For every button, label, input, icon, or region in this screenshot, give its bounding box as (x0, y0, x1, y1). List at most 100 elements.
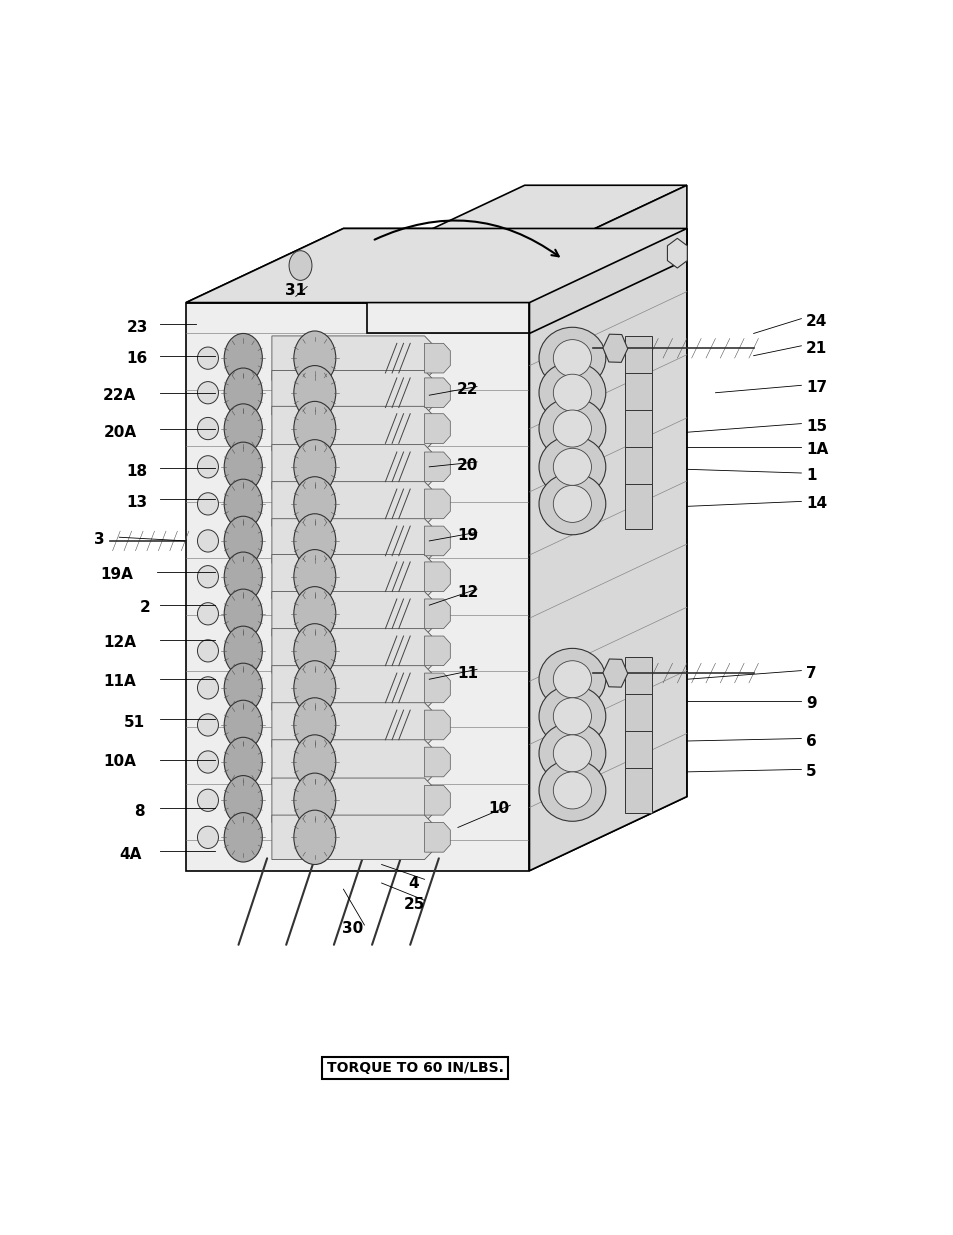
Polygon shape (424, 378, 450, 408)
Polygon shape (424, 673, 450, 703)
Text: 10A: 10A (104, 755, 136, 769)
Polygon shape (272, 815, 434, 860)
Circle shape (294, 366, 335, 420)
Polygon shape (529, 185, 686, 333)
Circle shape (294, 773, 335, 827)
Ellipse shape (553, 772, 591, 809)
Ellipse shape (197, 566, 218, 588)
Circle shape (224, 404, 262, 453)
Circle shape (294, 401, 335, 456)
Ellipse shape (553, 735, 591, 772)
Polygon shape (272, 666, 434, 710)
Ellipse shape (197, 826, 218, 848)
Ellipse shape (538, 648, 605, 710)
Circle shape (224, 368, 262, 417)
Polygon shape (272, 336, 434, 380)
Circle shape (224, 552, 262, 601)
Text: 8: 8 (134, 804, 145, 819)
Text: 6: 6 (805, 734, 816, 748)
Circle shape (224, 663, 262, 713)
FancyBboxPatch shape (624, 694, 651, 739)
Circle shape (224, 333, 262, 383)
Polygon shape (367, 185, 686, 259)
Polygon shape (186, 303, 529, 871)
Circle shape (224, 700, 262, 750)
Circle shape (224, 442, 262, 492)
Polygon shape (424, 414, 450, 443)
Circle shape (294, 624, 335, 678)
Circle shape (294, 440, 335, 494)
Text: 24: 24 (805, 314, 826, 329)
Polygon shape (186, 228, 686, 303)
Text: 4: 4 (408, 876, 419, 890)
Text: 22A: 22A (103, 388, 136, 403)
Ellipse shape (197, 382, 218, 404)
Ellipse shape (538, 722, 605, 784)
Ellipse shape (553, 374, 591, 411)
Text: 21: 21 (805, 341, 826, 356)
Ellipse shape (538, 685, 605, 747)
Polygon shape (424, 489, 450, 519)
Text: 12A: 12A (103, 635, 136, 650)
Circle shape (294, 587, 335, 641)
Circle shape (224, 479, 262, 529)
Text: 1: 1 (805, 468, 816, 483)
FancyArrowPatch shape (375, 221, 558, 257)
Text: 20A: 20A (103, 425, 136, 440)
FancyBboxPatch shape (624, 373, 651, 417)
Text: 22: 22 (456, 382, 477, 396)
FancyBboxPatch shape (624, 336, 651, 380)
Polygon shape (186, 228, 686, 303)
Ellipse shape (538, 760, 605, 821)
Polygon shape (424, 343, 450, 373)
Ellipse shape (553, 410, 591, 447)
Ellipse shape (553, 448, 591, 485)
Ellipse shape (197, 493, 218, 515)
Ellipse shape (538, 398, 605, 459)
Text: 5: 5 (805, 764, 816, 779)
Circle shape (294, 735, 335, 789)
Circle shape (224, 589, 262, 638)
Text: TORQUE TO 60 IN/LBS.: TORQUE TO 60 IN/LBS. (326, 1061, 503, 1076)
Circle shape (294, 661, 335, 715)
Polygon shape (424, 710, 450, 740)
Text: 10: 10 (488, 802, 509, 816)
Ellipse shape (197, 456, 218, 478)
Polygon shape (272, 519, 434, 563)
Circle shape (294, 514, 335, 568)
Polygon shape (529, 228, 686, 871)
Text: 18: 18 (127, 464, 148, 479)
Text: 13: 13 (127, 495, 148, 510)
Text: 3: 3 (94, 532, 105, 547)
Polygon shape (272, 778, 434, 823)
Text: 15: 15 (805, 419, 826, 433)
Circle shape (224, 776, 262, 825)
Text: 51: 51 (124, 715, 145, 730)
Text: 11A: 11A (104, 674, 136, 689)
Text: 1A: 1A (805, 442, 827, 457)
Circle shape (224, 626, 262, 676)
Text: 30: 30 (342, 921, 363, 936)
Ellipse shape (197, 677, 218, 699)
Text: 19: 19 (456, 529, 477, 543)
Ellipse shape (553, 698, 591, 735)
Circle shape (294, 698, 335, 752)
Ellipse shape (553, 340, 591, 377)
Polygon shape (272, 370, 434, 415)
Text: 11: 11 (456, 666, 477, 680)
Ellipse shape (197, 417, 218, 440)
Text: 14: 14 (805, 496, 826, 511)
Polygon shape (424, 599, 450, 629)
Ellipse shape (538, 473, 605, 535)
Text: 17: 17 (805, 380, 826, 395)
Circle shape (294, 810, 335, 864)
Text: 23: 23 (127, 320, 148, 335)
Polygon shape (272, 482, 434, 526)
Polygon shape (272, 445, 434, 489)
FancyBboxPatch shape (624, 484, 651, 529)
Ellipse shape (553, 661, 591, 698)
Ellipse shape (553, 485, 591, 522)
Polygon shape (424, 785, 450, 815)
Polygon shape (424, 823, 450, 852)
Ellipse shape (197, 530, 218, 552)
